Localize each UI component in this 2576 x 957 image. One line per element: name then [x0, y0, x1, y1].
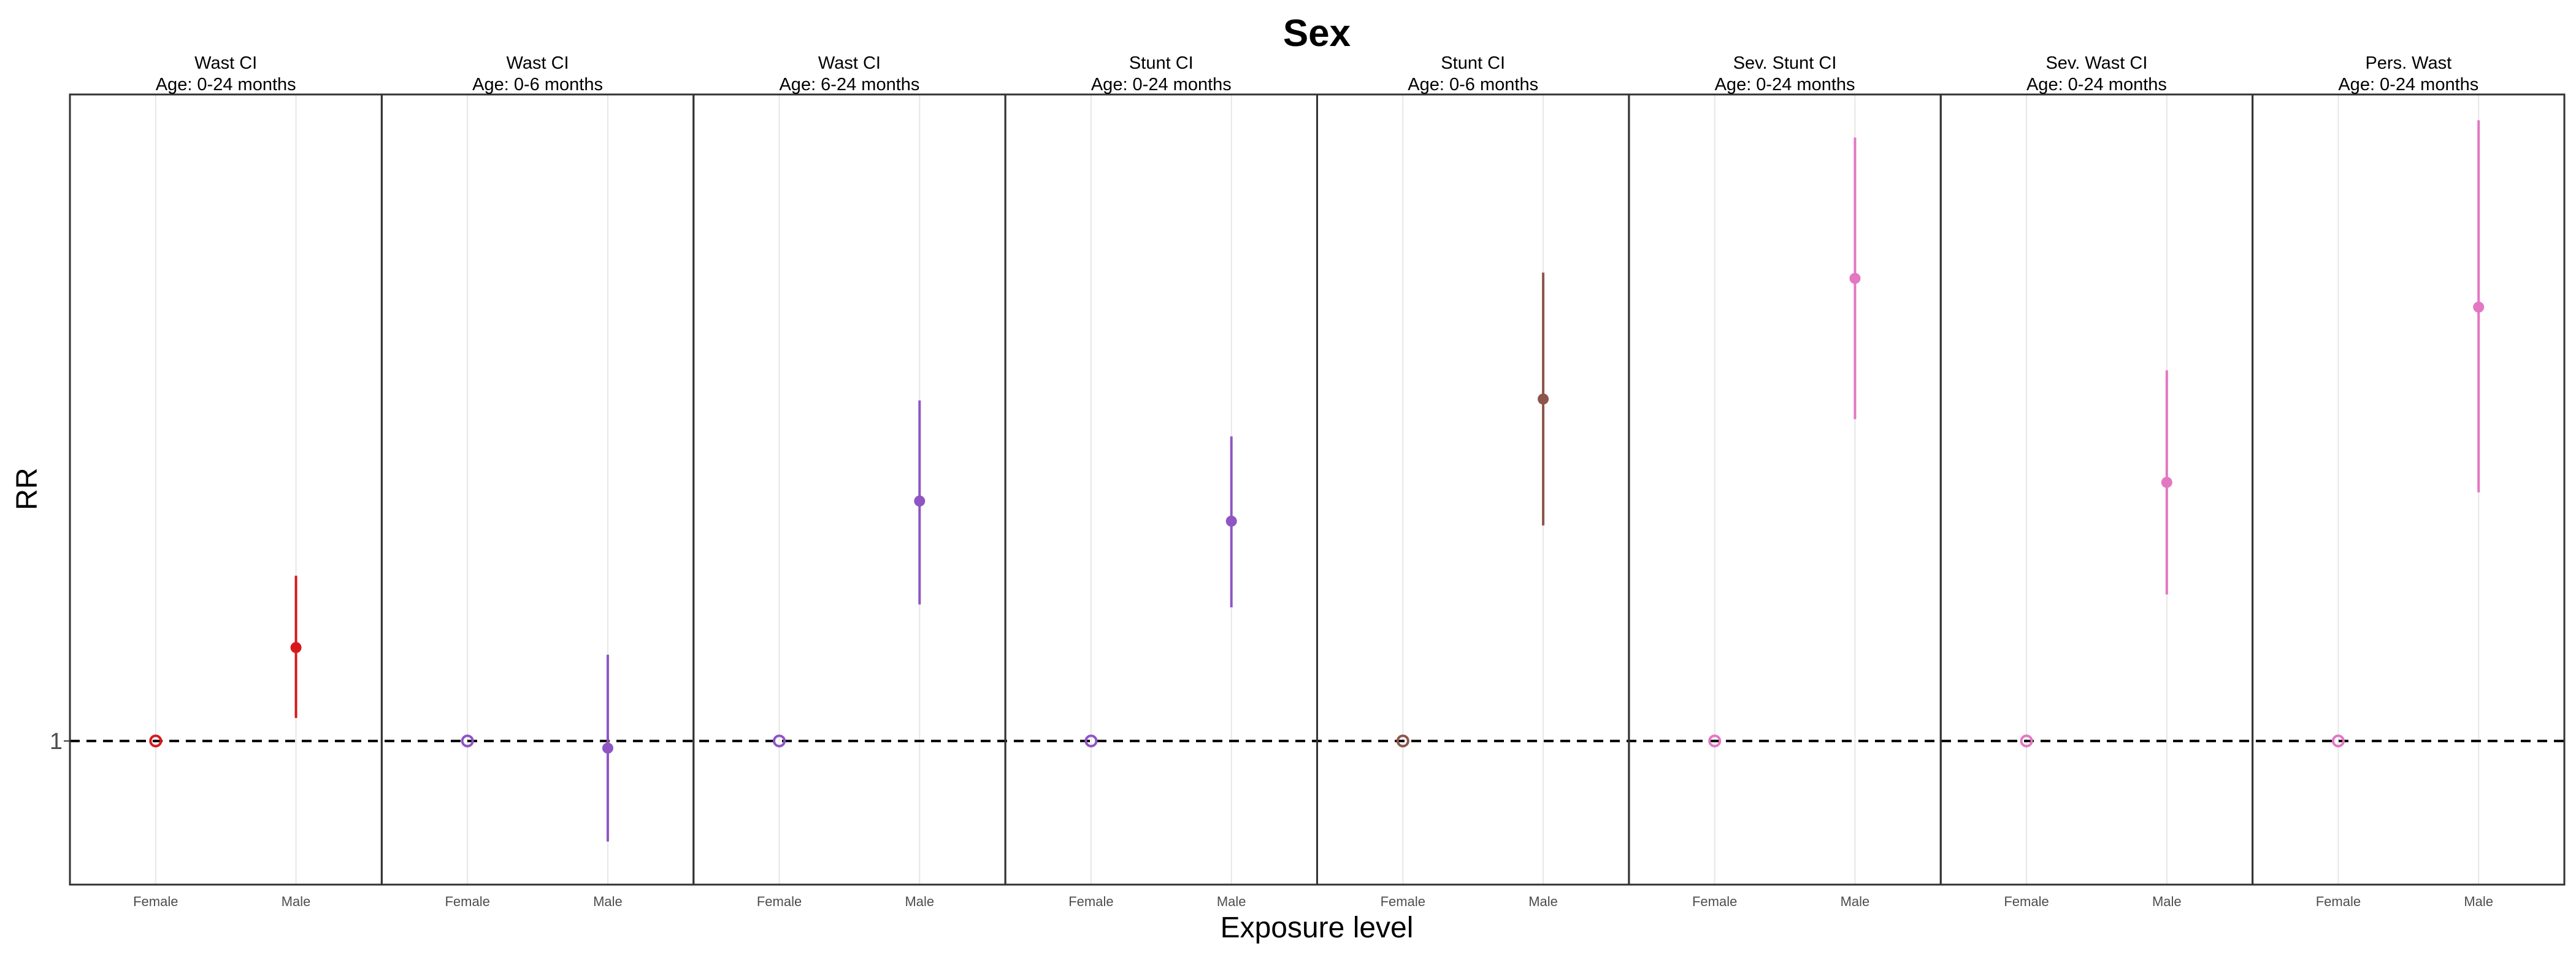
panel-age-label: Age: 0-24 months — [156, 75, 296, 94]
reference-point — [461, 734, 474, 748]
data-point — [914, 495, 926, 507]
panel-age-label: Age: 0-24 months — [1715, 75, 1855, 94]
panel-frame — [1316, 93, 1630, 886]
panel-frame — [692, 93, 1006, 886]
y-tick-label: 1 — [50, 729, 63, 755]
panel-age-label: Age: 0-6 months — [472, 75, 603, 94]
y-axis-title: RR — [11, 467, 44, 510]
panel-age-label: Age: 6-24 months — [779, 75, 919, 94]
x-tick-label-female: Female — [1692, 894, 1737, 909]
x-tick-label-female: Female — [2004, 894, 2049, 909]
panel-age-label: Age: 0-24 months — [2026, 75, 2167, 94]
x-tick-label-male: Male — [1528, 894, 1558, 909]
panel-frame — [1939, 93, 2254, 886]
reference-point — [2331, 734, 2345, 748]
data-point — [2161, 477, 2172, 488]
data-point — [602, 742, 613, 754]
x-tick-label-male: Male — [1217, 894, 1246, 909]
panel-frame — [2252, 93, 2566, 886]
reference-point — [1708, 734, 1722, 748]
x-tick-label-male: Male — [282, 894, 311, 909]
reference-point — [1396, 734, 1409, 748]
reference-point — [149, 734, 163, 748]
panel-age-label: Age: 0-6 months — [1408, 75, 1538, 94]
x-tick-label-female: Female — [133, 894, 178, 909]
panel-age-label: Age: 0-24 months — [2338, 75, 2478, 94]
x-tick-label-female: Female — [757, 894, 802, 909]
panel-outcome-label: Sev. Wast CI — [2045, 53, 2147, 73]
data-point — [2473, 301, 2485, 313]
x-tick-label-male: Male — [1841, 894, 1870, 909]
x-tick-label-female: Female — [445, 894, 489, 909]
x-axis-title: Exposure level — [1221, 912, 1414, 944]
panel-outcome-label: Wast CI — [507, 53, 569, 73]
panel-frame — [1004, 93, 1318, 886]
panel-outcome-label: Stunt CI — [1129, 53, 1194, 73]
chart-title: Sex — [1283, 12, 1351, 55]
panel-outcome-label: Wast CI — [194, 53, 257, 73]
x-tick-label-female: Female — [2316, 894, 2361, 909]
x-tick-label-male: Male — [593, 894, 623, 909]
panel-outcome-label: Pers. Wast — [2365, 53, 2451, 73]
panel-outcome-label: Wast CI — [818, 53, 881, 73]
data-point — [290, 642, 302, 653]
panel-frame — [69, 93, 383, 886]
reference-point — [773, 734, 786, 748]
x-tick-label-male: Male — [2152, 894, 2182, 909]
panel-age-label: Age: 0-24 months — [1091, 75, 1232, 94]
x-tick-label-female: Female — [1068, 894, 1113, 909]
x-tick-label-male: Male — [905, 894, 934, 909]
panel-outcome-label: Sev. Stunt CI — [1733, 53, 1837, 73]
x-tick-label-male: Male — [2464, 894, 2493, 909]
panel-frame — [1628, 93, 1942, 886]
reference-point — [1084, 734, 1098, 748]
x-tick-label-female: Female — [1381, 894, 1425, 909]
data-point — [1225, 515, 1237, 527]
panel-frame — [380, 93, 695, 886]
data-point — [1849, 272, 1861, 284]
data-point — [1538, 393, 1549, 405]
panel-outcome-label: Stunt CI — [1441, 53, 1505, 73]
reference-point — [2020, 734, 2033, 748]
